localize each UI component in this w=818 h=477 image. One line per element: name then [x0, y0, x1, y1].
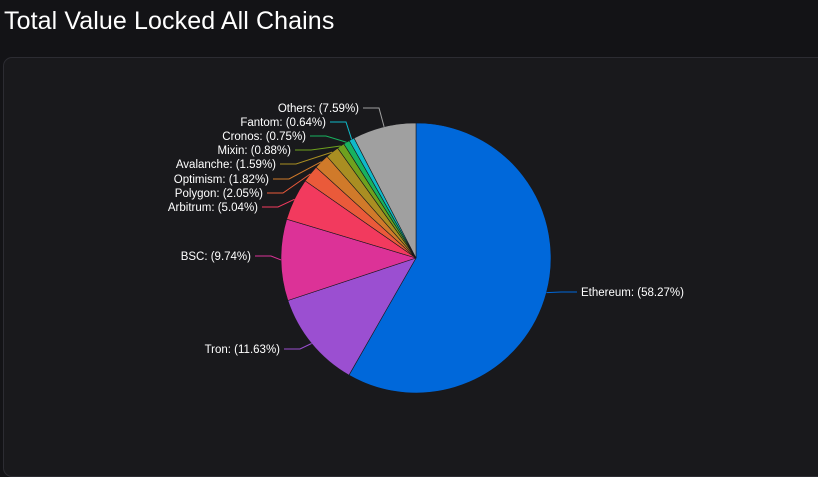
leader-line-mixin [295, 145, 341, 151]
leader-line-bsc [255, 255, 282, 261]
leader-line-avalanche [280, 151, 333, 165]
slice-label-optimism: Optimism: (1.82%) [174, 174, 269, 186]
leader-line-fantom [330, 121, 353, 140]
leader-line-others [363, 107, 385, 127]
leader-line-optimism [273, 161, 322, 180]
slice-label-ethereum: Ethereum: (58.27%) [581, 287, 684, 299]
slice-label-mixin: Mixin: (0.88%) [218, 145, 292, 157]
leader-line-polygon [267, 173, 311, 194]
slice-label-cronos: Cronos: (0.75%) [222, 131, 306, 143]
slice-label-bsc: BSC: (9.74%) [181, 251, 251, 263]
pie-slice-tron[interactable] [287, 257, 417, 376]
slice-label-fantom: Fantom: (0.64%) [240, 117, 326, 129]
slice-label-others: Others: (7.59%) [278, 103, 359, 115]
page-title: Total Value Locked All Chains [4, 7, 335, 35]
slice-label-avalanche: Avalanche: (1.59%) [176, 159, 276, 171]
slice-label-arbitrum: Arbitrum: (5.04%) [168, 202, 258, 214]
leader-line-arbitrum [262, 198, 295, 208]
leader-line-tron [284, 343, 312, 350]
leader-line-cronos [310, 135, 347, 143]
pie-slice-bsc[interactable] [280, 218, 417, 301]
slice-label-polygon: Polygon: (2.05%) [175, 188, 263, 200]
slice-label-tron: Tron: (11.63%) [205, 344, 281, 356]
pie-slice-others[interactable] [353, 122, 417, 259]
leader-line-ethereum [546, 291, 577, 294]
pie-chart: Ethereum: (58.27%) Tron: (11.63%) BSC: (9.… [168, 103, 684, 394]
